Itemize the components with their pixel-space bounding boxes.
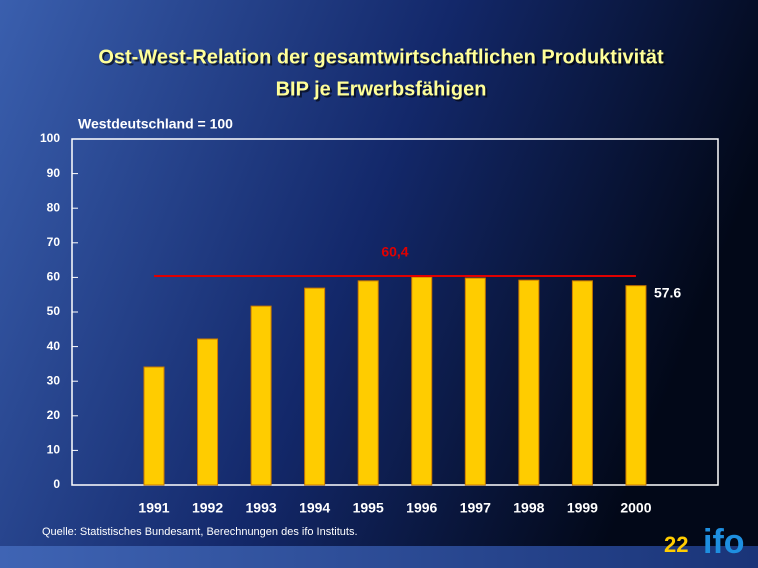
title-shadow: Ost-West-Relation der gesamtwirtschaftli… bbox=[100, 48, 666, 70]
chart-title: Ost-West-Relation der gesamtwirtschaftli… bbox=[98, 46, 664, 68]
x-tick-label: 1991 bbox=[138, 500, 169, 516]
reference-label: 60,4 bbox=[381, 244, 408, 260]
y-tick-label: 20 bbox=[47, 408, 61, 422]
x-tick-label: 1997 bbox=[460, 500, 491, 516]
bar bbox=[518, 279, 540, 486]
bar bbox=[357, 280, 379, 486]
x-tick-label: 2000 bbox=[620, 500, 651, 516]
bar bbox=[464, 277, 486, 486]
bar bbox=[411, 276, 433, 486]
bar bbox=[197, 338, 219, 486]
y-tick-label: 40 bbox=[47, 339, 61, 353]
bar bbox=[304, 287, 326, 486]
y-axis-label: Westdeutschland = 100 bbox=[78, 116, 233, 132]
x-tick-label: 1992 bbox=[192, 500, 223, 516]
data-label: 57.6 bbox=[654, 284, 681, 300]
x-tick-label: 1998 bbox=[513, 500, 544, 516]
y-tick-label: 50 bbox=[47, 304, 61, 318]
y-tick-label: 70 bbox=[47, 235, 61, 249]
x-tick-label: 1995 bbox=[353, 500, 384, 516]
y-tick-label: 90 bbox=[47, 166, 61, 180]
x-tick-label: 1994 bbox=[299, 500, 330, 516]
subtitle-shadow: BIP je Erwerbsfähigen bbox=[278, 80, 489, 102]
x-tick-label: 1996 bbox=[406, 500, 437, 516]
bar bbox=[143, 366, 165, 486]
chart-subtitle: BIP je Erwerbsfähigen bbox=[276, 78, 487, 100]
bar bbox=[571, 280, 593, 486]
bar bbox=[250, 305, 272, 486]
logo: ifo bbox=[703, 523, 745, 561]
y-tick-label: 0 bbox=[53, 477, 60, 491]
y-tick-label: 100 bbox=[40, 131, 60, 145]
page-number: 22 bbox=[664, 532, 688, 557]
y-tick-label: 10 bbox=[47, 443, 61, 457]
y-tick-label: 60 bbox=[47, 270, 61, 284]
y-tick-label: 80 bbox=[47, 200, 61, 214]
bar bbox=[625, 285, 647, 486]
source-note: Quelle: Statistisches Bundesamt, Berechn… bbox=[42, 526, 358, 538]
x-tick-label: 1999 bbox=[567, 500, 598, 516]
y-tick-label: 30 bbox=[47, 373, 61, 387]
bottom-band bbox=[0, 546, 758, 568]
x-tick-label: 1993 bbox=[246, 500, 277, 516]
